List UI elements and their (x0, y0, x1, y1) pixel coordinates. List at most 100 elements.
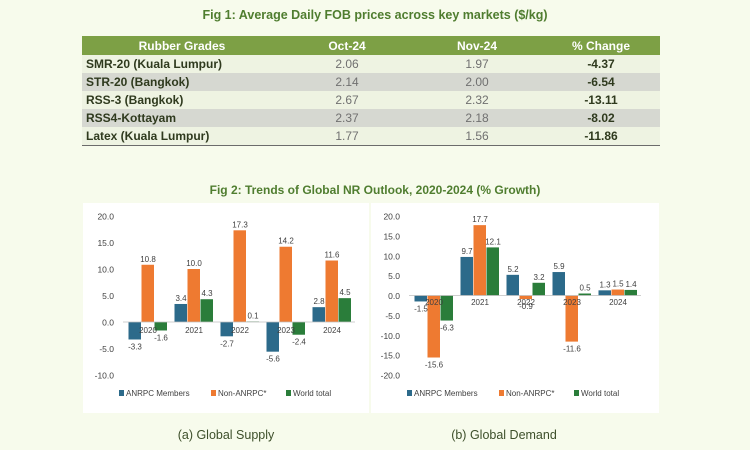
bar-non-anrpc-2022 (233, 230, 246, 322)
bar-anrpc-2023 (266, 322, 279, 352)
legend-label-world: World total (293, 389, 331, 398)
y-tick-label: -10.0 (381, 331, 401, 341)
bar-anrpc-2021 (460, 256, 473, 296)
y-tick-label: 5.0 (102, 291, 114, 301)
col-header-nov: Nov-24 (412, 36, 542, 55)
grade-cell: SMR-20 (Kuala Lumpur) (82, 55, 282, 73)
bar-non-anrpc-2023 (279, 246, 292, 322)
demand-chart-panel: 20.0 15.0 10.0 5.0 0.0 -5.0 -10.0 -15.0 -20.0 -1.… (371, 203, 659, 413)
legend-label-world: World total (581, 389, 619, 398)
data-label: -0.9 (519, 302, 533, 311)
y-tick-label: 15.0 (383, 231, 400, 241)
table-row: RSS-3 (Bangkok) 2.67 2.32 -13.11 (82, 91, 660, 109)
grade-cell: RSS4-Kottayam (82, 109, 282, 127)
bar-non-anrpc-2022 (519, 295, 532, 300)
bar-world-2021 (486, 247, 499, 296)
bar-world-2024 (624, 289, 637, 296)
data-label: -15.6 (425, 361, 444, 370)
data-label: -3.3 (128, 342, 142, 351)
data-label: 5.2 (507, 265, 519, 274)
data-label: 4.5 (339, 288, 351, 297)
category-label: 2021 (185, 326, 203, 335)
y-tick-label: -5.0 (99, 344, 114, 354)
y-tick-label: 20.0 (97, 212, 114, 222)
data-label: -11.6 (563, 345, 581, 354)
nov-cell: 1.97 (412, 55, 542, 73)
y-tick-label: -5.0 (385, 311, 400, 321)
legend-swatch-non-anrpc (211, 390, 216, 396)
price-table: Rubber Grades Oct-24 Nov-24 % Change SMR… (82, 36, 660, 146)
category-label: 2020 (425, 298, 443, 307)
data-label: 0.5 (579, 284, 591, 293)
legend-swatch-world (574, 390, 579, 396)
grade-cell: Latex (Kuala Lumpur) (82, 127, 282, 146)
change-cell: -8.02 (542, 109, 660, 127)
category-label: 2024 (609, 298, 627, 307)
nov-cell: 2.18 (412, 109, 542, 127)
bar-non-anrpc-2024 (611, 289, 624, 296)
oct-cell: 2.14 (282, 73, 412, 91)
bar-anrpc-2024 (598, 290, 611, 296)
bar-anrpc-2020 (128, 322, 141, 340)
legend-swatch-non-anrpc (499, 390, 504, 396)
table-header-row: Rubber Grades Oct-24 Nov-24 % Change (82, 36, 660, 55)
nov-cell: 2.00 (412, 73, 542, 91)
table-row: STR-20 (Bangkok) 2.14 2.00 -6.54 (82, 73, 660, 91)
data-label: 1.5 (612, 280, 624, 289)
data-label: -5.6 (266, 355, 280, 364)
col-header-grade: Rubber Grades (82, 36, 282, 55)
data-label: 17.7 (472, 215, 488, 224)
y-tick-label: 10.0 (383, 251, 400, 261)
bar-non-anrpc-2020 (141, 264, 154, 322)
bar-world-2021 (200, 299, 213, 322)
y-tick-label: 5.0 (388, 271, 400, 281)
data-label: 1.4 (625, 280, 637, 289)
col-header-oct: Oct-24 (282, 36, 412, 55)
category-label: 2021 (471, 298, 489, 307)
supply-chart: 20.015.010.05.00.0-5.0-10.0-3.310.8-1.62… (95, 212, 355, 398)
y-tick-label: -20.0 (381, 371, 401, 381)
data-label: 9.7 (461, 247, 473, 256)
change-cell: -11.86 (542, 127, 660, 146)
bar-anrpc-2022 (220, 322, 233, 337)
supply-chart-panel: 20.0 15.0 10.0 5.0 0.0 -5.0 -10.0 -3.3 10.8 -1.6 2… (83, 203, 369, 413)
col-header-change: % Change (542, 36, 660, 55)
y-tick-label: 15.0 (97, 238, 114, 248)
data-label: -1.6 (154, 333, 168, 342)
category-label: 2023 (277, 326, 295, 335)
y-tick-label: 0.0 (102, 318, 114, 328)
oct-cell: 2.37 (282, 109, 412, 127)
y-tick-label: -15.0 (381, 351, 401, 361)
data-label: 11.6 (325, 251, 341, 260)
demand-chart: 20.0 15.0 10.0 5.0 0.0 -5.0 -10.0 -15.0 -20.0 -1.… (381, 212, 641, 398)
data-label: 14.2 (278, 237, 294, 246)
bar-world-2020 (440, 295, 453, 321)
bar-world-2024 (338, 298, 351, 322)
bar-non-anrpc-2023 (565, 295, 578, 342)
data-label: -2.7 (220, 339, 234, 348)
data-label: 17.3 (232, 220, 248, 229)
bar-anrpc-2022 (506, 274, 519, 296)
data-label: -2.4 (292, 338, 306, 347)
legend-label-non-anrpc: Non-ANRPC* (218, 389, 266, 398)
legend-label-anrpc: ANRPC Members (126, 389, 190, 398)
category-label: 2024 (323, 326, 341, 335)
table-row: SMR-20 (Kuala Lumpur) 2.06 1.97 -4.37 (82, 55, 660, 73)
bar-anrpc-2023 (552, 272, 565, 296)
bar-world-2020 (154, 322, 167, 331)
data-label: 3.4 (175, 294, 187, 303)
legend-swatch-world (286, 390, 291, 396)
y-tick-label: 20.0 (383, 212, 400, 222)
bar-anrpc-2021 (174, 303, 187, 322)
data-label: 12.1 (485, 237, 501, 246)
table-row: RSS4-Kottayam 2.37 2.18 -8.02 (82, 109, 660, 127)
change-cell: -6.54 (542, 73, 660, 91)
category-label: 2022 (517, 298, 535, 307)
bar-non-anrpc-2021 (473, 225, 486, 296)
bar-non-anrpc-2021 (187, 269, 200, 322)
y-tick-label: 0.0 (388, 291, 400, 301)
fig1-title: Fig 1: Average Daily FOB prices across k… (202, 8, 548, 22)
data-label: -1.5 (414, 304, 428, 313)
grade-cell: STR-20 (Bangkok) (82, 73, 282, 91)
data-label: 4.3 (201, 289, 213, 298)
